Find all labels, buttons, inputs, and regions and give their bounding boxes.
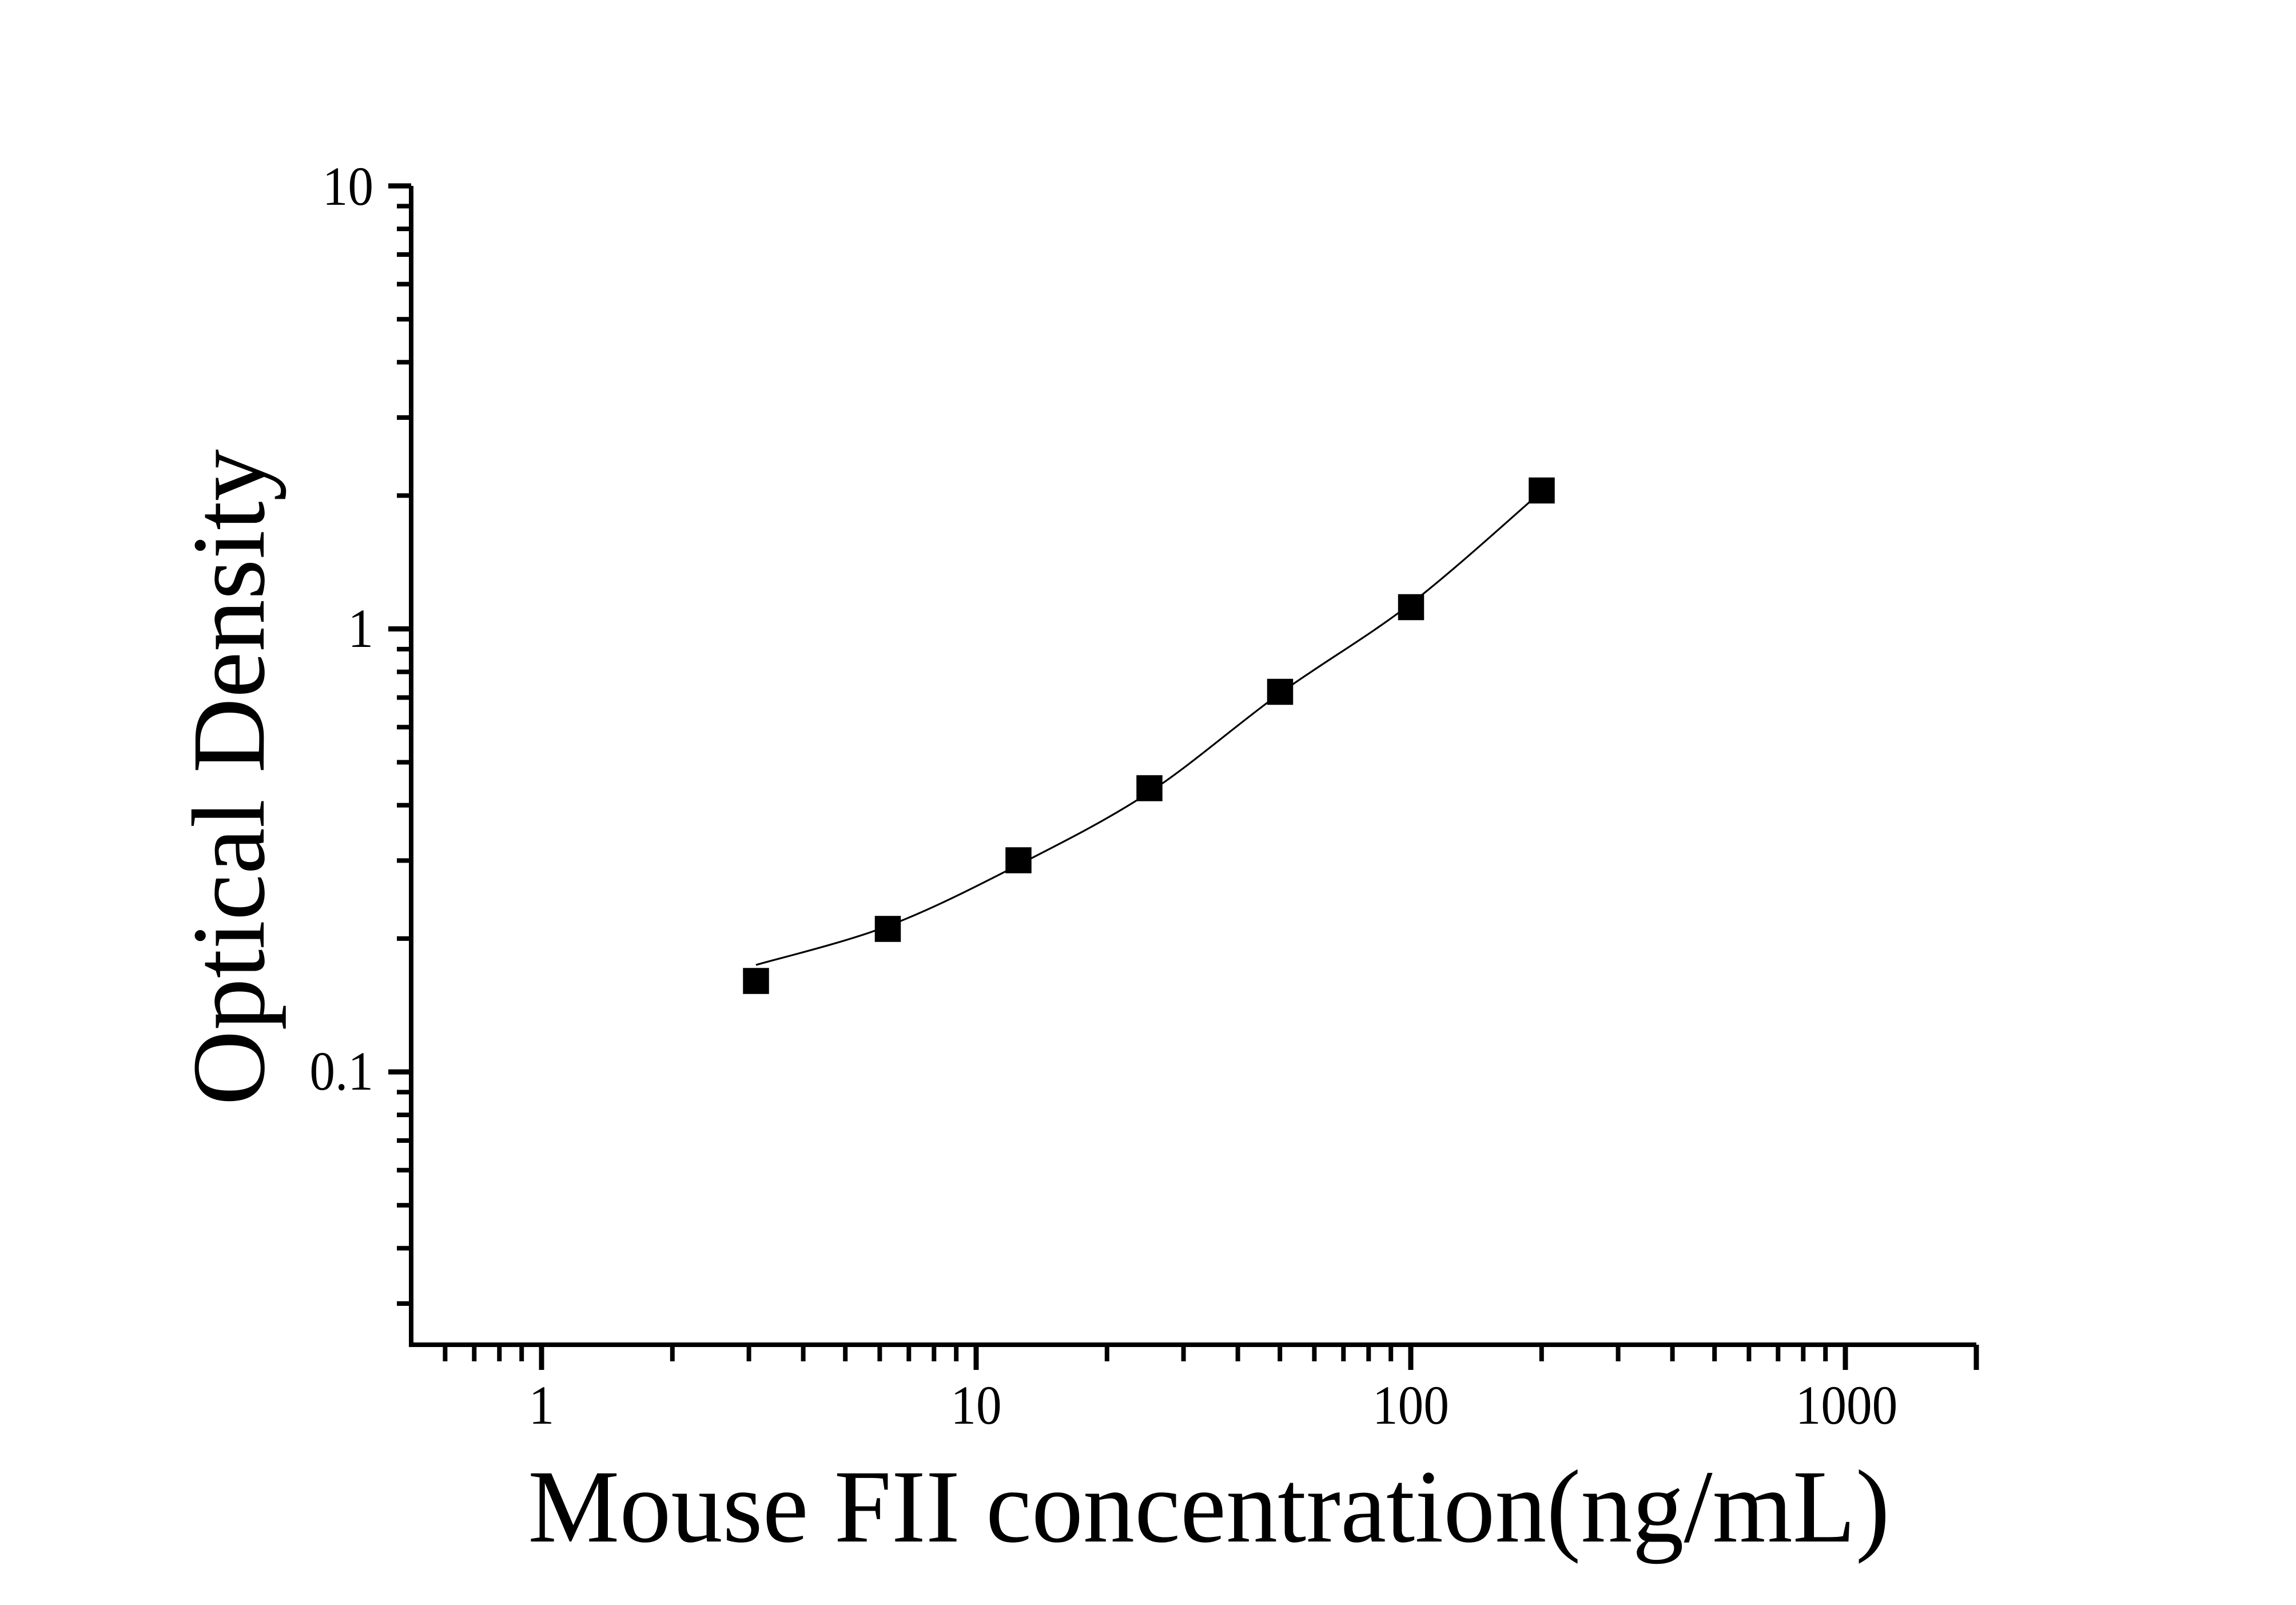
svg-text:0.1: 0.1	[309, 1041, 373, 1102]
svg-text:10: 10	[323, 156, 373, 217]
svg-text:Optical Density: Optical Density	[172, 449, 286, 1105]
svg-text:1: 1	[529, 1375, 555, 1436]
svg-text:Mouse FII concentration(ng/mL): Mouse FII concentration(ng/mL)	[528, 1449, 1890, 1564]
svg-text:10: 10	[950, 1375, 1001, 1436]
svg-text:1000: 1000	[1796, 1375, 1898, 1436]
svg-text:100: 100	[1372, 1375, 1449, 1436]
svg-text:1: 1	[348, 598, 373, 660]
